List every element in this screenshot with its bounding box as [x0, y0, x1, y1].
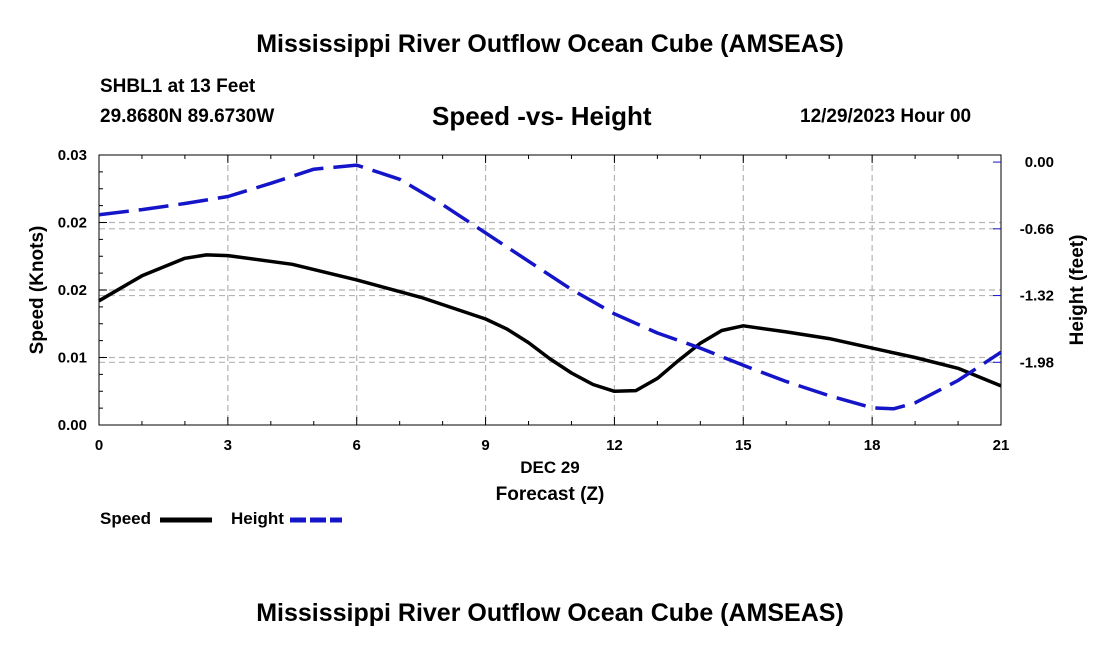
y-left-tick-label: 0.02 — [58, 282, 87, 299]
legend-height-swatch — [290, 517, 342, 523]
legend-height-label: Height — [231, 509, 284, 528]
y-right-tick-label: 0.00 — [1025, 154, 1054, 171]
x-tick-label: 18 — [864, 437, 881, 454]
y-left-tick-label: 0.03 — [58, 147, 87, 164]
x-tick-label: 6 — [353, 437, 361, 454]
x-date-label: DEC 29 — [520, 458, 580, 477]
legend-speed-label: Speed — [100, 509, 152, 528]
tick-labels: 0 3 6 9 12 15 18 21 0.00 0.01 0.02 0.02 0.03 0.00 -0.6… — [58, 147, 1054, 454]
speed-series-line — [98, 253, 1002, 394]
legend-speed-swatch — [160, 517, 212, 523]
y-left-tick-label: 0.01 — [58, 350, 87, 367]
footer-title: Mississippi River Outflow Ocean Cube (AM… — [256, 599, 844, 627]
station-label: SHBL1 at 13 Feet — [100, 76, 256, 97]
x-tick-label: 9 — [481, 437, 489, 454]
y-right-tick-label: -1.32 — [1020, 288, 1054, 305]
forecast-datetime: 12/29/2023 Hour 00 — [800, 106, 972, 127]
x-tick-label: 0 — [95, 437, 103, 454]
x-axis-label: Forecast (Z) — [496, 484, 605, 505]
x-tick-label: 21 — [993, 437, 1010, 454]
axis-ticks — [98, 154, 1002, 426]
station-coordinates: 29.8680N 89.6730W — [100, 106, 275, 127]
y-right-tick-label: -1.98 — [1020, 354, 1054, 371]
y-left-tick-label: 0.00 — [58, 417, 87, 434]
chart-title: Mississippi River Outflow Ocean Cube (AM… — [256, 30, 844, 58]
y-right-tick-label: -0.66 — [1020, 221, 1054, 238]
y-axis-left-label: Speed (Knots) — [27, 226, 48, 355]
y-axis-right-label: Height (feet) — [1067, 235, 1088, 346]
x-tick-label: 12 — [606, 437, 623, 454]
series-layer — [98, 163, 1002, 411]
y-left-tick-label: 0.02 — [58, 215, 87, 232]
x-tick-label: 3 — [224, 437, 232, 454]
height-series-line — [98, 163, 1002, 411]
x-tick-label: 15 — [735, 437, 752, 454]
chart-subtitle: Speed -vs- Height — [432, 101, 652, 131]
